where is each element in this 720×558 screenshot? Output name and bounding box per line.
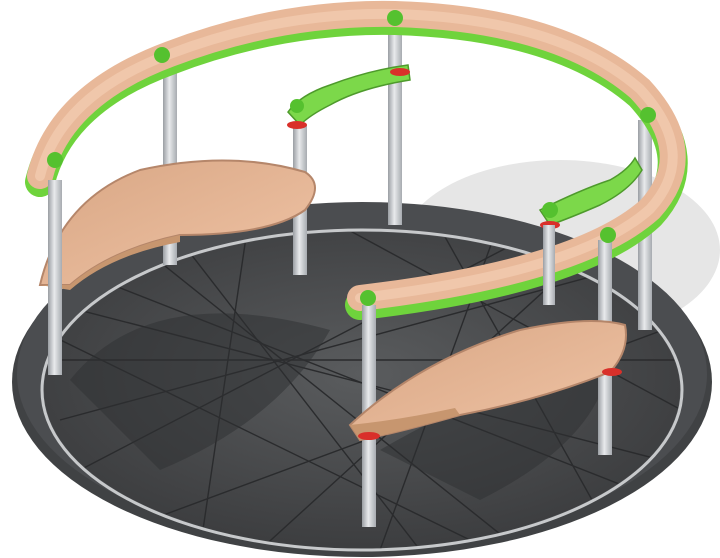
handle — [287, 64, 411, 127]
knob — [290, 99, 304, 113]
knob — [154, 47, 170, 63]
pattern-line — [329, 232, 680, 421]
post — [388, 25, 402, 225]
seat-edge — [40, 235, 180, 290]
pattern-line — [119, 232, 521, 548]
post — [543, 225, 555, 305]
knob — [600, 227, 616, 243]
knob — [640, 107, 656, 123]
seat-shadow — [70, 313, 330, 470]
post-ring — [602, 368, 622, 376]
seat-shadow — [380, 360, 610, 500]
base-ring — [40, 228, 684, 552]
handle — [538, 156, 643, 226]
post-ring — [287, 121, 307, 129]
pattern-line — [179, 239, 421, 548]
seat-edge — [350, 408, 460, 440]
post — [48, 180, 62, 375]
knob — [542, 202, 558, 218]
knob — [387, 10, 403, 26]
knob — [47, 152, 63, 168]
post-ring — [358, 432, 380, 440]
knob — [360, 290, 376, 306]
post-ring — [390, 68, 410, 76]
